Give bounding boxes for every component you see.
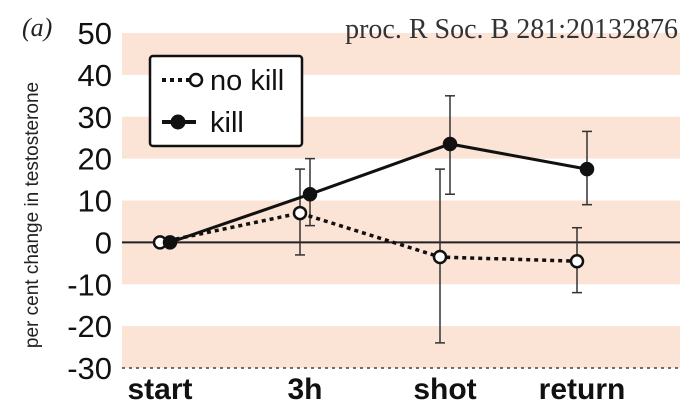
x-tick-label: start	[127, 373, 192, 406]
y-tick-label: 10	[78, 184, 112, 219]
data-point-no-kill	[432, 249, 448, 265]
axes	[122, 241, 680, 369]
y-tick-label: -30	[67, 351, 112, 386]
data-point-kill	[302, 186, 318, 202]
data-point-kill	[162, 235, 178, 250]
data-point-kill	[442, 136, 458, 152]
band	[122, 242, 680, 285]
legend-no-kill-label: no kill	[210, 65, 284, 97]
legend-kill-label: kill	[210, 107, 244, 139]
panel-label: (a)	[22, 13, 52, 42]
x-tick-label: return	[539, 373, 626, 406]
y-tick-labels: 50 40 30 20 10 0 -10 -20 -30	[67, 16, 112, 386]
legend-no-kill-marker	[188, 72, 204, 88]
data-point-kill	[579, 161, 595, 177]
y-tick-label: 50	[78, 16, 112, 51]
band	[122, 326, 680, 368]
data-point-no-kill	[292, 205, 308, 221]
legend: no kill kill	[148, 54, 304, 148]
citation: proc. R Soc. B 281:20132876	[345, 14, 678, 45]
x-tick-label: shot	[413, 373, 476, 406]
data-point-no-kill	[569, 253, 585, 269]
series-line-kill	[169, 142, 588, 244]
y-tick-label: -20	[67, 309, 112, 344]
y-axis-label: per cent change in testosterone	[22, 82, 43, 348]
y-tick-label: 20	[78, 142, 112, 177]
data-points	[152, 136, 595, 269]
y-tick-label: 0	[95, 225, 112, 260]
y-tick-label: -10	[67, 267, 112, 302]
series-line-no-kill	[159, 211, 578, 263]
x-tick-label: 3h	[287, 373, 322, 406]
y-tick-label: 40	[78, 58, 112, 93]
legend-kill-marker	[170, 114, 186, 130]
y-tick-label: 30	[78, 100, 112, 135]
band	[122, 200, 680, 243]
x-tick-labels: start 3h shot return	[127, 373, 625, 406]
series-lines	[159, 142, 588, 263]
